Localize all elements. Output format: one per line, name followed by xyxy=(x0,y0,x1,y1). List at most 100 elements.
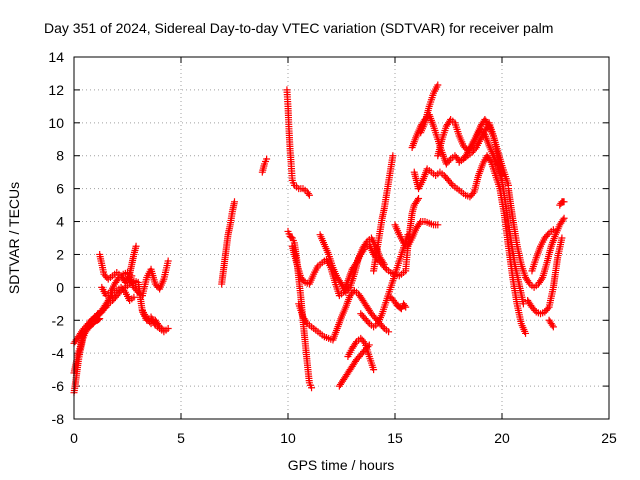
data-point xyxy=(486,157,494,165)
data-point xyxy=(471,145,479,153)
data-point xyxy=(525,278,533,286)
data-point xyxy=(381,264,389,272)
data-point xyxy=(401,301,409,309)
series-track-x xyxy=(417,81,442,137)
data-point xyxy=(413,196,421,204)
y-tick-label: 10 xyxy=(48,115,64,131)
data-point xyxy=(498,171,506,179)
data-point xyxy=(522,329,530,337)
data-point xyxy=(351,339,359,347)
series-track-i xyxy=(258,155,271,176)
data-point xyxy=(434,221,442,229)
series-track-p xyxy=(344,334,378,374)
y-tick-label: 8 xyxy=(56,148,64,164)
series-track-ab xyxy=(524,234,566,318)
data-point xyxy=(231,198,238,206)
data-point xyxy=(133,287,141,295)
data-point xyxy=(544,305,552,313)
data-point xyxy=(155,321,163,329)
data-point xyxy=(538,275,546,283)
x-tick-label: 15 xyxy=(387,430,403,446)
x-tick-label: 20 xyxy=(494,430,510,446)
chart-title: Day 351 of 2024, Sidereal Day-to-day VTE… xyxy=(44,20,553,36)
data-point xyxy=(380,260,388,268)
y-tick-label: -2 xyxy=(52,312,65,328)
data-point xyxy=(519,300,527,308)
x-tick-labels: 0 5 10 15 20 25 xyxy=(70,430,617,446)
series-track-e xyxy=(98,269,136,300)
y-axis-label: SDTVAR / TECUs xyxy=(6,182,22,294)
data-point xyxy=(379,259,387,267)
x-tick-label: 25 xyxy=(601,430,617,446)
series-track-u xyxy=(402,195,423,275)
data-point xyxy=(130,293,138,301)
x-tick-label: 10 xyxy=(280,430,296,446)
series-track-ad xyxy=(545,316,557,331)
data-point xyxy=(345,285,353,293)
data-point xyxy=(114,275,122,283)
series-track-ac xyxy=(528,226,557,275)
series-track-o xyxy=(335,341,373,390)
data-point xyxy=(120,287,128,295)
data-point xyxy=(302,318,310,326)
data-point xyxy=(560,198,568,206)
y-tick-label: 0 xyxy=(56,279,64,295)
data-point xyxy=(300,277,308,285)
series-track-f xyxy=(126,257,172,300)
data-point xyxy=(336,278,344,286)
data-point xyxy=(379,323,387,331)
data-point xyxy=(402,303,410,311)
data-point xyxy=(544,231,552,239)
data-point xyxy=(360,338,368,346)
y-tick-label: 14 xyxy=(48,49,64,65)
data-point xyxy=(445,157,453,165)
data-point xyxy=(385,328,393,336)
data-point xyxy=(305,191,313,199)
series-track-j xyxy=(283,86,313,199)
data-point xyxy=(469,190,477,198)
series-track-h xyxy=(218,198,238,288)
data-point xyxy=(370,366,378,374)
data-point xyxy=(164,325,172,332)
series-track-m xyxy=(295,287,393,344)
data-point xyxy=(558,234,566,242)
y-tick-label: -4 xyxy=(52,345,65,361)
x-tick-label: 0 xyxy=(70,430,78,446)
y-tick-label: -8 xyxy=(52,411,65,427)
x-tick-label: 5 xyxy=(177,430,185,446)
axis-ticks xyxy=(73,56,610,420)
data-point xyxy=(362,239,370,247)
data-point xyxy=(308,384,316,392)
data-point xyxy=(364,318,372,326)
data-point xyxy=(132,242,140,250)
data-point xyxy=(263,155,271,163)
data-point xyxy=(164,257,172,265)
data-point xyxy=(531,306,539,314)
y-tick-label: -6 xyxy=(52,378,65,394)
data-point xyxy=(549,323,557,331)
plot-frame xyxy=(73,56,610,420)
data-point xyxy=(304,190,312,198)
series-track-z xyxy=(455,119,506,179)
data-point xyxy=(160,326,168,334)
data-point xyxy=(549,226,557,234)
y-tick-label: 4 xyxy=(56,214,64,230)
series-track-aa xyxy=(504,185,568,291)
series-track-s xyxy=(387,293,410,313)
y-tick-label: 2 xyxy=(56,246,64,262)
data-point xyxy=(559,216,567,224)
y-tick-labels: -8 -6 -4 -2 0 2 4 6 8 10 12 14 xyxy=(48,49,64,427)
series-track-n xyxy=(316,231,388,296)
data-points xyxy=(70,81,568,397)
data-point xyxy=(86,318,94,326)
data-point xyxy=(434,81,442,89)
grid-lines xyxy=(74,57,609,419)
data-point xyxy=(389,152,397,160)
series-track-t xyxy=(391,218,442,250)
y-tick-label: 12 xyxy=(48,82,64,98)
series-track-r xyxy=(370,152,397,275)
data-point xyxy=(447,180,455,188)
series-track-ae xyxy=(556,198,568,209)
data-point xyxy=(415,195,423,203)
